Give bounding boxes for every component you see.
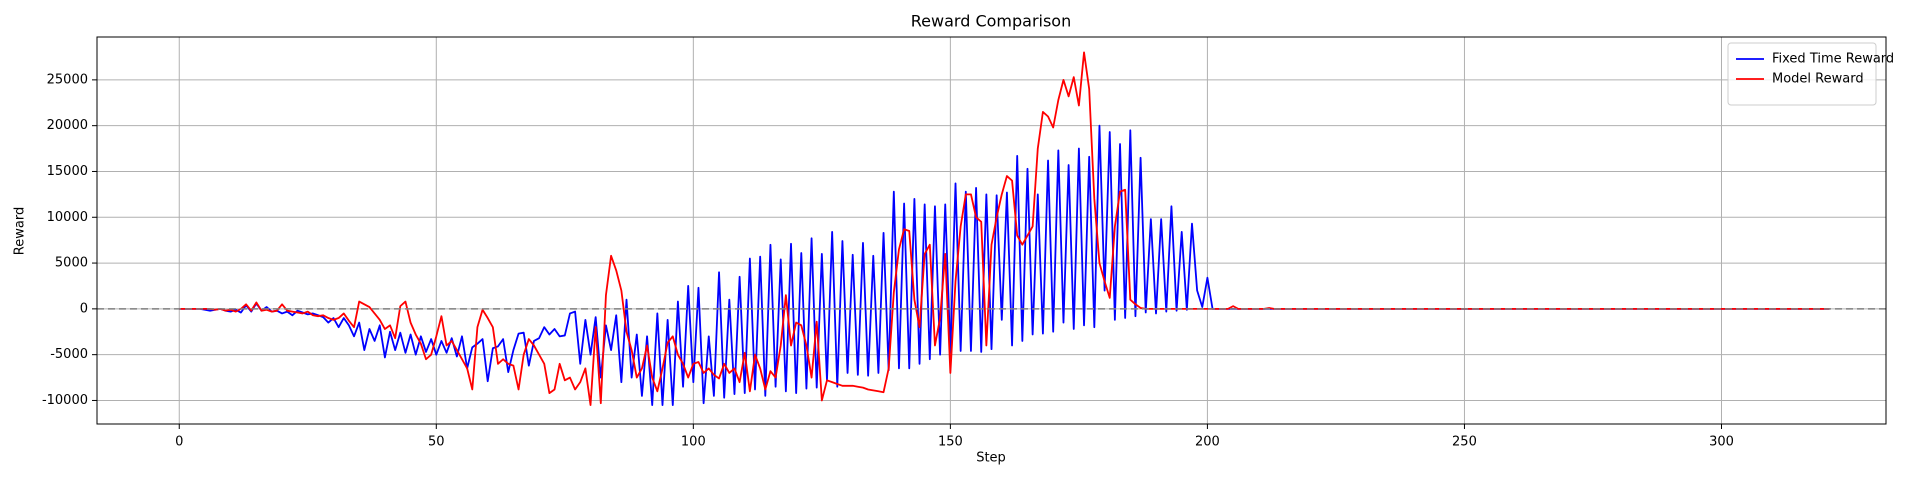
x-tick-label: 200	[1195, 435, 1220, 450]
chart-title: Reward Comparison	[911, 12, 1071, 31]
legend-box	[1727, 42, 1877, 106]
x-tick-label: 250	[1452, 435, 1477, 450]
plot-frame	[96, 36, 1887, 425]
y-tick-label: 15000	[47, 164, 88, 179]
x-tick-label: 50	[428, 435, 445, 450]
y-tick-label: 25000	[47, 72, 88, 87]
x-axis-label: Step	[976, 451, 1006, 466]
legend-label: Fixed Time Reward	[1772, 52, 1894, 67]
y-tick-label: 10000	[47, 210, 88, 225]
y-tick-label: -5000	[50, 347, 88, 362]
y-tick-label: -10000	[42, 393, 88, 408]
y-axis-label: Reward	[13, 207, 28, 255]
y-tick-label: 5000	[55, 256, 88, 271]
y-tick-label: 20000	[47, 118, 88, 133]
legend-label: Model Reward	[1772, 72, 1864, 87]
y-tick-label: 0	[80, 301, 88, 316]
x-tick-label: 100	[681, 435, 706, 450]
x-tick-label: 150	[938, 435, 963, 450]
x-tick-label: 300	[1709, 435, 1734, 450]
x-tick-label: 0	[175, 435, 183, 450]
